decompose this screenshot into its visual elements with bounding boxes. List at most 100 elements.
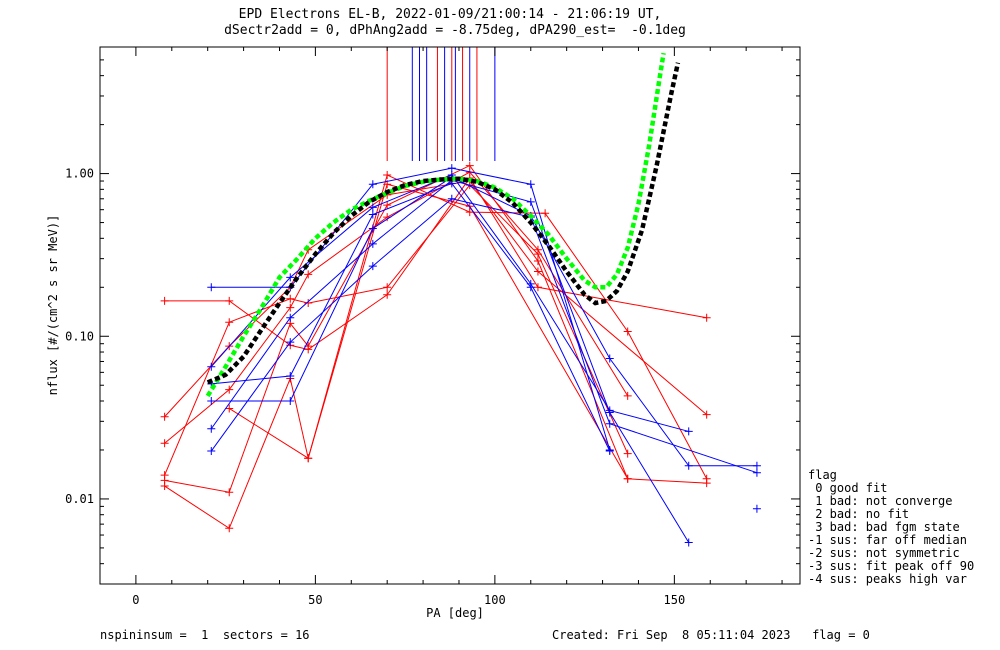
data-point-marker <box>702 313 711 322</box>
data-point-marker <box>368 203 377 212</box>
legend-title: flag <box>808 468 837 482</box>
legend-item: 2 bad: no fit <box>808 507 910 521</box>
data-point-marker <box>605 354 614 363</box>
legend-item: -1 sus: far off median <box>808 533 967 547</box>
legend-item: 1 bad: not converge <box>808 494 953 508</box>
data-point-marker <box>225 296 234 305</box>
data-point-marker <box>465 161 474 170</box>
data-point-marker <box>304 454 313 463</box>
x-tick-label: 100 <box>484 593 506 607</box>
data-point-marker <box>368 262 377 271</box>
data-series-line <box>228 183 707 484</box>
data-point-marker <box>533 250 542 259</box>
legend-item: 3 bad: bad fgm state <box>808 520 960 534</box>
data-point-marker <box>533 267 542 276</box>
data-point-marker <box>286 371 295 380</box>
data-point-marker <box>702 479 711 488</box>
data-point-marker <box>225 524 234 533</box>
data-point-marker <box>623 449 632 458</box>
data-point-marker <box>605 419 614 428</box>
chart-subtitle: dSectr2add = 0, dPhAng2add = -8.75deg, d… <box>224 23 686 38</box>
legend-item: -4 sus: peaks high var <box>808 572 967 586</box>
data-point-marker <box>684 538 693 547</box>
flag-legend: flag 0 good fit 1 bad: not converge 2 ba… <box>808 469 974 586</box>
data-point-marker <box>533 257 542 266</box>
x-tick-label: 50 <box>308 593 322 607</box>
legend-item: -3 sus: fit peak off 90 <box>808 559 975 573</box>
data-point-marker <box>526 180 535 189</box>
data-point-marker <box>368 210 377 219</box>
y-axis-label: nflux [#/(cm^2 s sr MeV)] <box>46 214 60 396</box>
data-point-marker <box>526 283 535 292</box>
data-point-marker <box>225 318 234 327</box>
data-point-marker <box>541 209 550 218</box>
data-series-line <box>164 177 707 350</box>
data-point-marker <box>383 171 392 180</box>
data-point-marker <box>160 296 169 305</box>
data-point-marker <box>207 447 216 456</box>
data-point-marker <box>286 396 295 405</box>
data-point-marker <box>207 362 216 371</box>
data-point-marker <box>383 283 392 292</box>
data-point-marker <box>304 270 313 279</box>
data-point-marker <box>286 338 295 347</box>
data-point-marker <box>752 468 761 477</box>
data-point-marker <box>225 385 234 394</box>
data-point-marker <box>383 290 392 299</box>
data-point-marker <box>225 404 234 413</box>
y-tick-label: 0.01 <box>65 492 94 506</box>
data-point-marker <box>447 164 456 173</box>
data-point-marker <box>533 283 542 292</box>
data-series-line <box>164 164 629 493</box>
data-point-marker <box>160 439 169 448</box>
data-point-marker <box>383 201 392 210</box>
data-series-line <box>164 184 629 476</box>
plot-frame <box>99 46 801 585</box>
footer-created-info: Created: Fri Sep 8 05:11:04 2023 flag = … <box>552 628 870 642</box>
y-tick-label: 0.10 <box>65 329 94 343</box>
data-point-marker <box>684 427 693 436</box>
data-point-marker <box>286 273 295 282</box>
data-series-line <box>164 180 707 418</box>
x-tick-label: 150 <box>664 593 686 607</box>
data-point-marker <box>447 194 456 203</box>
x-tick-label: 0 <box>132 593 139 607</box>
data-point-marker <box>752 461 761 470</box>
data-point-marker <box>160 412 169 421</box>
data-point-marker <box>702 410 711 419</box>
data-point-marker <box>207 424 216 433</box>
data-point-marker <box>286 303 295 312</box>
data-point-marker <box>623 391 632 400</box>
data-point-marker <box>368 224 377 233</box>
data-point-marker <box>207 396 216 405</box>
y-tick-label: 1.00 <box>65 167 94 181</box>
footer-sector-info: nspininsum = 1 sectors = 16 <box>100 628 310 642</box>
data-series-line <box>210 179 690 543</box>
green-fit-curve <box>205 52 666 398</box>
data-point-marker <box>684 461 693 470</box>
data-point-marker <box>160 482 169 491</box>
black-fit-curve <box>206 62 681 385</box>
data-series-line <box>210 174 689 432</box>
data-point-marker <box>286 294 295 303</box>
data-series-line <box>164 171 629 444</box>
legend-item: 0 good fit <box>808 481 888 495</box>
x-axis-label: PA [deg] <box>426 606 484 620</box>
data-point-marker <box>526 197 535 206</box>
data-series-line <box>211 182 611 452</box>
data-series-line <box>211 167 611 451</box>
chart-title: EPD Electrons EL-B, 2022-01-09/21:00:14 … <box>238 7 662 22</box>
data-point-marker <box>286 313 295 322</box>
data-point-marker <box>207 283 216 292</box>
data-point-marker <box>605 447 614 456</box>
legend-item: -2 sus: not symmetric <box>808 546 960 560</box>
data-point-marker <box>368 239 377 248</box>
data-point-marker <box>623 474 632 483</box>
data-series-line <box>210 198 758 474</box>
data-point-marker <box>752 504 761 513</box>
data-point-marker <box>623 327 632 336</box>
data-point-marker <box>605 408 614 417</box>
data-point-marker <box>225 488 234 497</box>
data-point-marker <box>304 299 313 308</box>
